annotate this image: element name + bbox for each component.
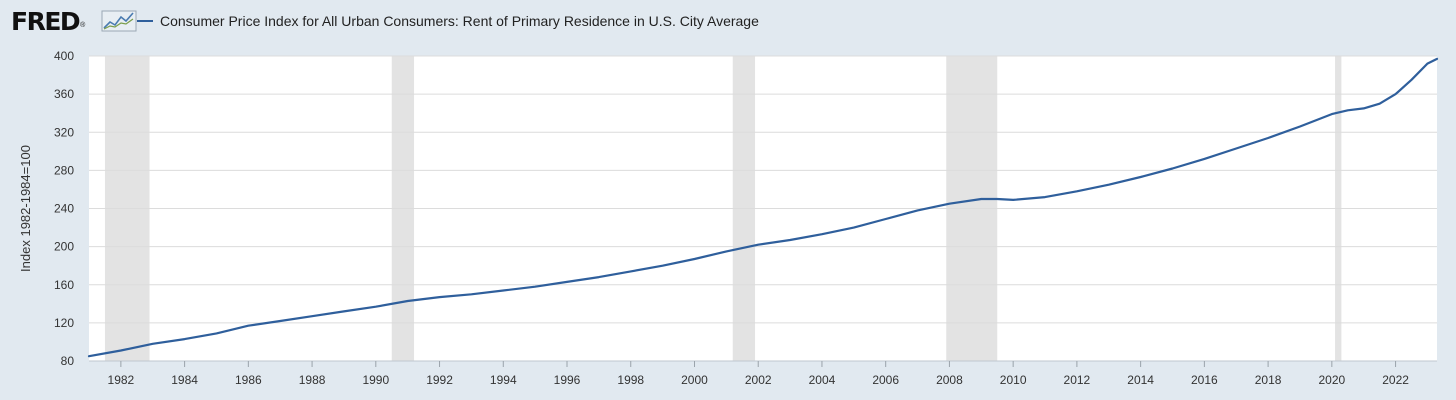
y-tick-label: 360 (54, 87, 74, 101)
fred-logo[interactable]: FRED ® (11, 7, 137, 36)
x-tick-label: 2004 (809, 373, 836, 387)
legend-label: Consumer Price Index for All Urban Consu… (160, 13, 759, 29)
y-tick-label: 160 (54, 278, 74, 292)
y-tick-label: 80 (61, 354, 75, 368)
x-tick-label: 2014 (1127, 373, 1154, 387)
legend-swatch (137, 20, 153, 22)
x-tick-label: 2002 (745, 373, 772, 387)
x-tick-label: 2000 (681, 373, 708, 387)
x-tick-label: 1986 (235, 373, 262, 387)
x-tick-label: 1998 (617, 373, 644, 387)
x-tick-label: 2010 (1000, 373, 1027, 387)
y-tick-label: 240 (54, 202, 74, 216)
x-tick-label: 2018 (1255, 373, 1282, 387)
x-tick-label: 2016 (1191, 373, 1218, 387)
y-tick-label: 120 (54, 316, 74, 330)
x-tick-label: 2022 (1382, 373, 1409, 387)
x-tick-label: 1982 (108, 373, 135, 387)
x-tick-label: 1996 (554, 373, 581, 387)
x-tick-label: 1988 (299, 373, 326, 387)
x-tick-label: 1994 (490, 373, 517, 387)
x-tick-label: 2012 (1064, 373, 1091, 387)
y-tick-label: 320 (54, 125, 74, 139)
x-tick-label: 1992 (426, 373, 453, 387)
y-tick-label: 280 (54, 163, 74, 177)
x-tick-label: 1984 (171, 373, 198, 387)
series-line (87, 57, 1439, 358)
fred-chart-icon (101, 9, 137, 38)
logo-text: FRED (11, 7, 81, 36)
y-axis-label: Index 1982-1984=100 (18, 145, 33, 272)
x-tick-label: 2006 (872, 373, 899, 387)
y-tick-label: 400 (54, 49, 74, 63)
x-tick-label: 2020 (1318, 373, 1345, 387)
logo-registered-mark: ® (80, 22, 86, 29)
x-tick-label: 2008 (936, 373, 963, 387)
x-tick-label: 1990 (362, 373, 389, 387)
chart-header: FRED ® Consumer Price Index for All Urba… (0, 0, 1456, 48)
y-tick-label: 200 (54, 240, 74, 254)
series-legend[interactable]: Consumer Price Index for All Urban Consu… (137, 13, 759, 29)
